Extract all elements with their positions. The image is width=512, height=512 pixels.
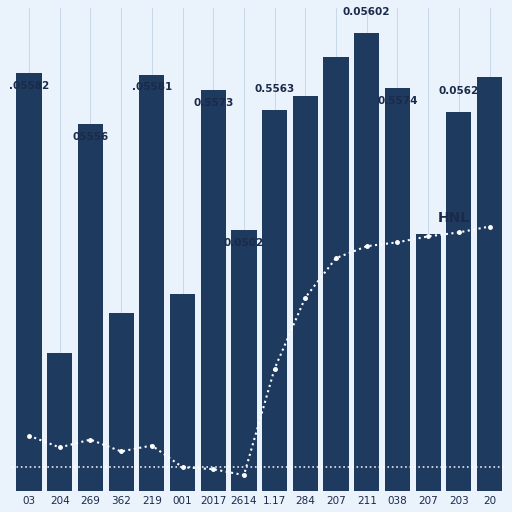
Text: 0.05602: 0.05602 — [343, 7, 391, 17]
Text: 0.5563: 0.5563 — [254, 84, 295, 94]
Bar — [78, 124, 103, 491]
Bar — [385, 89, 410, 491]
Bar — [293, 96, 318, 491]
Bar — [170, 293, 195, 491]
Text: HNL: HNL — [437, 210, 470, 225]
Bar — [446, 112, 472, 491]
Bar — [416, 234, 441, 491]
Text: 05556: 05556 — [72, 132, 109, 142]
Bar — [16, 73, 41, 491]
Bar — [477, 77, 502, 491]
Text: 0.5574: 0.5574 — [377, 96, 418, 106]
Bar — [201, 91, 226, 491]
Bar — [354, 33, 379, 491]
Bar — [262, 110, 287, 491]
Bar — [47, 353, 72, 491]
Bar — [109, 313, 134, 491]
Text: 0.5573: 0.5573 — [193, 98, 233, 108]
Bar — [324, 57, 349, 491]
Bar — [139, 75, 164, 491]
Text: 0.0502: 0.0502 — [224, 239, 264, 248]
Bar — [231, 230, 257, 491]
Text: .05581: .05581 — [132, 82, 172, 93]
Text: .05582: .05582 — [9, 80, 49, 91]
Text: 0.0562: 0.0562 — [439, 87, 479, 96]
